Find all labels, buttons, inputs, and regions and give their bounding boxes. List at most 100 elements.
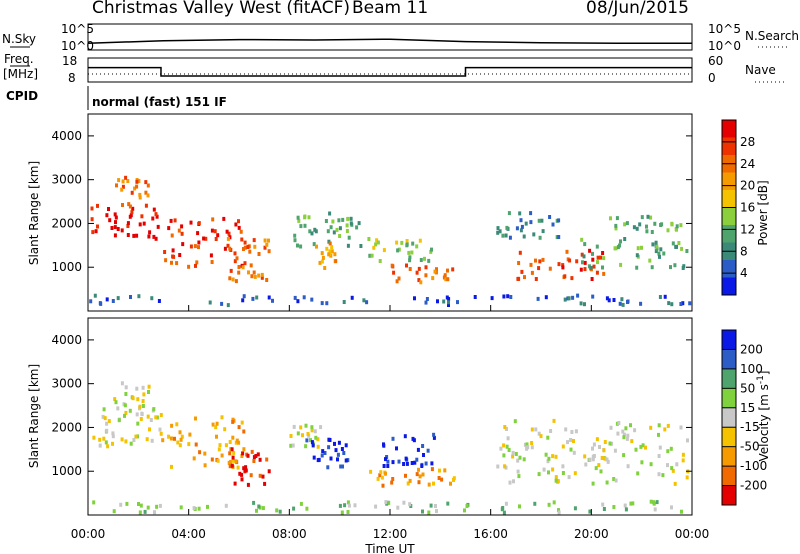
scatter-cell [526, 445, 530, 450]
scatter-cell [540, 218, 544, 223]
scatter-cell [142, 221, 146, 226]
scatter-cell [403, 434, 407, 439]
scatter-cell [499, 446, 503, 451]
scatter-cell [209, 253, 213, 258]
scatter-cell [237, 425, 241, 430]
scatter-cell [303, 214, 307, 219]
scatter-cell [580, 252, 584, 257]
scatter-cell [267, 238, 270, 243]
scatter-cell [626, 300, 629, 304]
nsky-label: N.Sky [2, 32, 36, 46]
scatter-cell [651, 242, 655, 247]
scatter-cell [336, 457, 339, 462]
scatter-cell [316, 458, 320, 463]
y-tick-label: 3000 [51, 377, 82, 391]
scatter-cell [372, 245, 376, 250]
scatter-cell [522, 457, 526, 462]
scatter-cell [246, 453, 250, 458]
scatter-cell [133, 186, 137, 191]
scatter-cell [107, 419, 111, 424]
scatter-cell [179, 505, 183, 510]
scatter-cell [443, 273, 447, 278]
scatter-cell [685, 475, 689, 480]
scatter-cell [609, 216, 612, 221]
scatter-cell [640, 245, 643, 250]
scatter-cell [415, 270, 419, 275]
scatter-cell [613, 246, 617, 251]
date-label: 08/Jun/2015 [586, 0, 689, 18]
colorbar-swatch [722, 225, 736, 243]
scatter-cell [619, 262, 623, 267]
scatter-cell [139, 503, 143, 508]
scatter-cell [340, 510, 344, 515]
scatter-cell [660, 222, 664, 227]
scatter-cell [592, 264, 596, 269]
scatter-cell [680, 509, 683, 514]
cpid-label: CPID [6, 89, 38, 103]
scatter-cell [473, 295, 477, 299]
scatter-cell [321, 255, 325, 260]
scatter-cell [319, 425, 323, 430]
scatter-cell [113, 233, 117, 238]
scatter-cell [347, 503, 351, 508]
scatter-cell [121, 179, 125, 184]
scatter-cell [214, 425, 218, 430]
scatter-cell [126, 224, 130, 228]
scatter-cell [231, 435, 235, 440]
scatter-cell [548, 215, 552, 219]
scatter-cell [124, 175, 128, 180]
scatter-cell [634, 447, 638, 452]
scatter-cell [107, 207, 110, 211]
scatter-cell [355, 225, 359, 230]
scatter-cell [237, 219, 240, 224]
scatter-cell [235, 438, 239, 443]
scatter-cell [534, 277, 538, 281]
scatter-cell [105, 213, 109, 218]
scatter-cell [138, 510, 142, 515]
scatter-cell [170, 423, 174, 428]
scatter-cell [258, 473, 262, 478]
scatter-cell [638, 222, 642, 227]
scatter-cell [430, 247, 433, 252]
scatter-cell [258, 457, 262, 462]
scatter-cell [632, 225, 636, 230]
scatter-cell [155, 504, 159, 509]
scatter-cell [640, 215, 644, 220]
colorbar-tick-label: 4 [740, 266, 748, 280]
scatter-cell [231, 455, 235, 460]
scatter-cell [148, 230, 152, 235]
scatter-cell [106, 444, 110, 449]
scatter-cell [171, 248, 175, 253]
scatter-cell [217, 447, 221, 452]
scatter-cell [551, 454, 555, 459]
scatter-cell [321, 449, 325, 454]
scatter-cell [512, 479, 515, 484]
scatter-cell [271, 298, 274, 303]
scatter-cell [603, 440, 607, 444]
scatter-cell [181, 242, 185, 247]
scatter-cell [326, 229, 330, 234]
scatter-cell [265, 457, 269, 462]
scatter-cell [594, 466, 598, 471]
velocity-x-axis: 00:00 04:00 08:00 12:00 16:00 20:00 00:00 [71, 509, 709, 541]
scatter-cell [131, 206, 135, 211]
scatter-cell [116, 406, 120, 411]
scatter-cell [408, 258, 412, 263]
colorbar-swatch [722, 277, 736, 296]
scatter-cell [583, 454, 587, 459]
scatter-cell [127, 202, 131, 207]
scatter-cell [299, 224, 303, 229]
scatter-cell [404, 473, 407, 478]
scatter-cell [194, 416, 197, 421]
scatter-cell [336, 452, 340, 457]
scatter-cell [438, 468, 441, 473]
scatter-cell [679, 425, 683, 430]
scatter-cell [591, 294, 595, 299]
scatter-cell [170, 464, 173, 469]
scatter-cell [572, 439, 575, 443]
scatter-cell [509, 295, 513, 299]
scatter-cell [305, 438, 309, 443]
scatter-cell [602, 448, 606, 453]
scatter-cell [542, 467, 546, 472]
scatter-cell [129, 441, 133, 446]
